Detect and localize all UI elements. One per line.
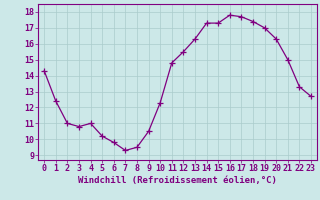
- X-axis label: Windchill (Refroidissement éolien,°C): Windchill (Refroidissement éolien,°C): [78, 176, 277, 185]
